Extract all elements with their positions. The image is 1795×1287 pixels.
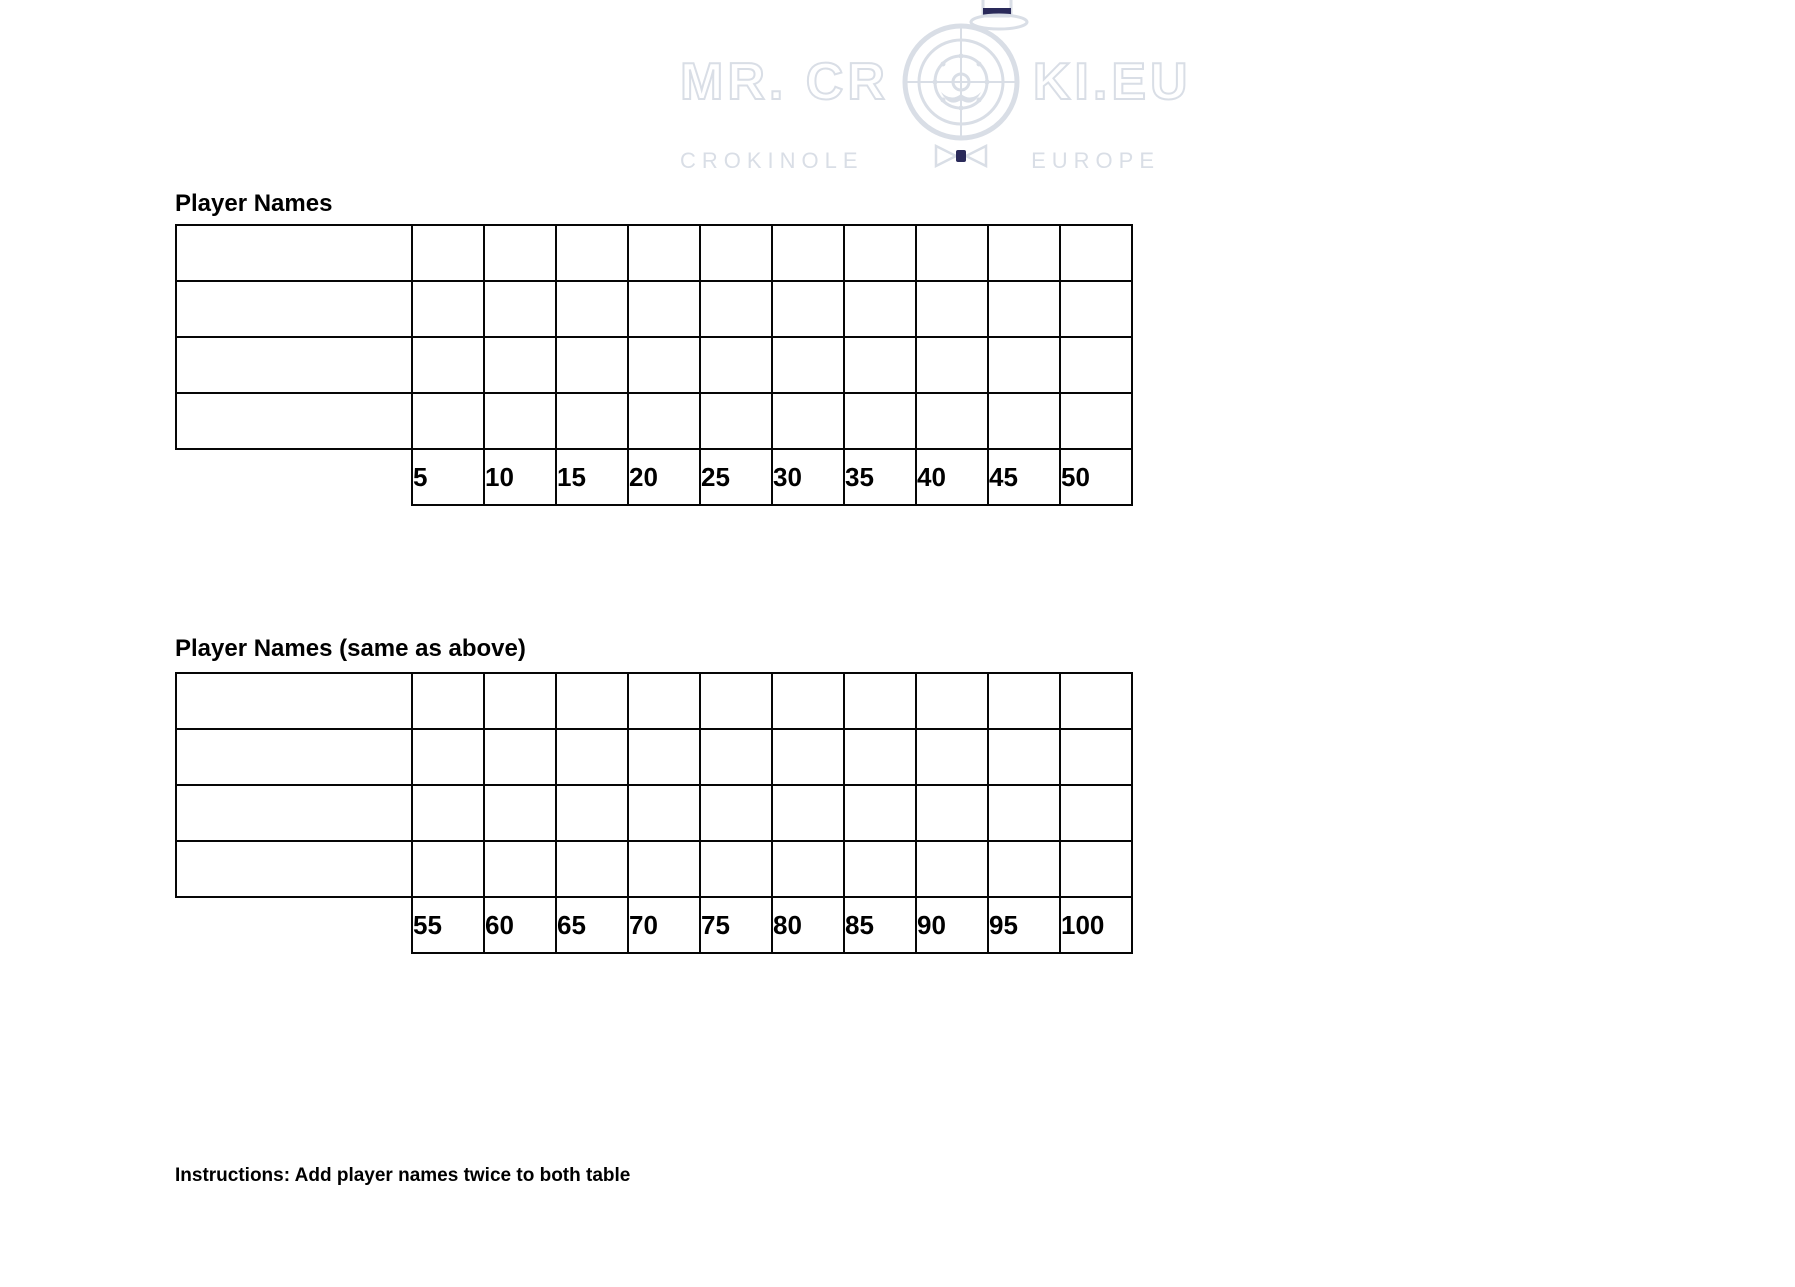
instructions-text: Instructions: Add player names twice to … <box>175 1165 630 1187</box>
section1-title: Player Names <box>175 190 332 218</box>
footer-cell: 20 <box>628 449 700 505</box>
footer-cell: 55 <box>412 897 484 953</box>
footer-cell: 15 <box>556 449 628 505</box>
footer-cell: 50 <box>1060 449 1132 505</box>
footer-cell: 25 <box>700 449 772 505</box>
footer-cell: 60 <box>484 897 556 953</box>
table1-body: 5 10 15 20 25 30 35 40 45 50 <box>176 225 1132 505</box>
table2-footer: 55 60 65 70 75 80 85 90 95 100 <box>176 897 1132 953</box>
logo-text-left: MR. CR <box>680 52 889 112</box>
table1-footer: 5 10 15 20 25 30 35 40 45 50 <box>176 449 1132 505</box>
logo-sub-left: CROKINOLE <box>680 148 864 174</box>
logo-text-right: KI.EU <box>1033 52 1192 112</box>
logo-sub-right: EUROPE <box>1031 148 1160 174</box>
section2-title: Player Names (same as above) <box>175 635 526 663</box>
footer-cell: 90 <box>916 897 988 953</box>
footer-cell: 45 <box>988 449 1060 505</box>
footer-cell: 10 <box>484 449 556 505</box>
table-row <box>176 337 1132 393</box>
footer-cell: 65 <box>556 897 628 953</box>
brand-logo: MR. CR <box>680 22 1200 192</box>
table-row <box>176 225 1132 281</box>
table-row <box>176 785 1132 841</box>
footer-cell: 75 <box>700 897 772 953</box>
footer-cell: 95 <box>988 897 1060 953</box>
footer-cell: 5 <box>412 449 484 505</box>
table-row <box>176 393 1132 449</box>
score-table-2: 55 60 65 70 75 80 85 90 95 100 <box>175 672 1133 954</box>
table-row <box>176 281 1132 337</box>
bowtie-icon <box>934 144 988 168</box>
top-hat-icon <box>969 0 1029 32</box>
table-row <box>176 729 1132 785</box>
table2-body: 55 60 65 70 75 80 85 90 95 100 <box>176 673 1132 953</box>
footer-cell: 85 <box>844 897 916 953</box>
table-row <box>176 673 1132 729</box>
footer-cell: 70 <box>628 897 700 953</box>
crokinole-board-icon <box>901 22 1021 142</box>
footer-cell: 35 <box>844 449 916 505</box>
footer-cell: 100 <box>1060 897 1132 953</box>
footer-cell: 40 <box>916 449 988 505</box>
footer-cell: 80 <box>772 897 844 953</box>
score-table-1: 5 10 15 20 25 30 35 40 45 50 <box>175 224 1133 506</box>
footer-cell: 30 <box>772 449 844 505</box>
table-row <box>176 841 1132 897</box>
